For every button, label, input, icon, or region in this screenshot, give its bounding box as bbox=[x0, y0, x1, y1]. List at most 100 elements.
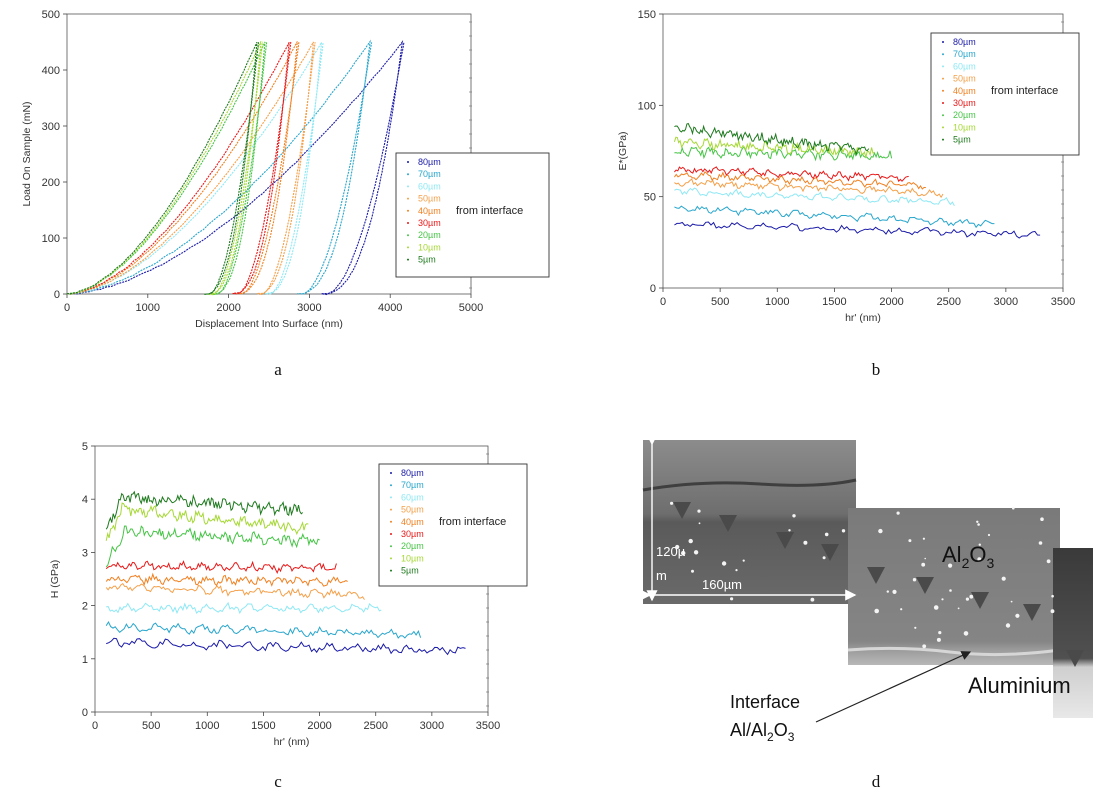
micrograph-middle bbox=[848, 508, 1060, 665]
bright-particle bbox=[1015, 613, 1020, 618]
panel-b-legend-box bbox=[930, 32, 1080, 156]
bright-particle bbox=[681, 550, 686, 556]
panel-b-series-10µm bbox=[673, 136, 875, 159]
panel-a-y-axis-label: Load On Sample (mN) bbox=[21, 101, 33, 206]
panel-a-series-60µm bbox=[66, 42, 324, 295]
panel-b-legend-entry: 60µm bbox=[953, 61, 976, 71]
vertical-scale-label: 120µ bbox=[656, 544, 686, 559]
panel-label-a: a bbox=[274, 360, 282, 379]
panel-c-x-axis-label: hr' (nm) bbox=[274, 736, 310, 748]
panel-c-legend-entry: 60µm bbox=[401, 492, 424, 502]
panel-a-legend-marker bbox=[407, 209, 409, 212]
panel-a-legend-marker bbox=[407, 222, 409, 224]
panel-c-x-tick-label: 500 bbox=[142, 720, 160, 732]
panel-c-legend-marker bbox=[390, 533, 392, 535]
panel-b-legend-marker bbox=[942, 126, 944, 129]
panel-b-series-70µm bbox=[674, 205, 995, 229]
panel-c-x-tick-label: 3500 bbox=[476, 720, 500, 732]
panel-c-legend-entry: 5µm bbox=[401, 566, 419, 576]
panel-c-x-tick-label: 2000 bbox=[307, 720, 331, 732]
bright-particle bbox=[1012, 506, 1015, 510]
bright-particle bbox=[697, 509, 701, 513]
panel-a-y-tick-label: 400 bbox=[42, 65, 60, 77]
panel-c-legend-entry: 10µm bbox=[401, 553, 424, 563]
interface-edge bbox=[847, 646, 1061, 657]
bright-particle bbox=[957, 607, 960, 610]
panel-c-series-10µm bbox=[105, 502, 309, 541]
panel-b-legend-marker bbox=[942, 65, 944, 68]
panel-c-y-tick-label: 2 bbox=[82, 601, 88, 613]
bright-particle bbox=[924, 557, 926, 560]
interface-label: Interface bbox=[730, 692, 800, 712]
panel-a-series-20µm bbox=[66, 41, 268, 296]
panel-a-y-tick-label: 300 bbox=[42, 121, 60, 133]
bright-particle bbox=[691, 569, 694, 573]
panel-c-legend-marker bbox=[390, 472, 392, 474]
bright-particle bbox=[878, 528, 883, 534]
indent-mark bbox=[867, 567, 885, 584]
panel-a-legend-marker bbox=[407, 161, 409, 163]
horizontal-scale-label: 160µm bbox=[702, 577, 742, 592]
panel-b-x-tick-label: 2500 bbox=[936, 296, 960, 308]
panel-a-legend-entry: 10µm bbox=[418, 242, 441, 252]
bright-particle bbox=[933, 605, 939, 610]
bright-particle bbox=[936, 637, 941, 642]
micrograph-top-left bbox=[643, 440, 856, 604]
panel-b-x-tick-label: 0 bbox=[660, 296, 666, 308]
bright-particle bbox=[886, 590, 889, 593]
panel-c-y-tick-label: 0 bbox=[82, 707, 88, 719]
panel-b-y-tick-label: 150 bbox=[638, 9, 656, 21]
panel-c-series-70µm bbox=[105, 620, 422, 639]
indent-mark bbox=[673, 502, 691, 519]
bright-particle bbox=[949, 589, 952, 592]
panel-b-legend-marker bbox=[942, 102, 944, 104]
panel-b-legend-entry: 70µm bbox=[953, 49, 976, 59]
oxide-boundary bbox=[642, 478, 857, 492]
bright-particle bbox=[1050, 609, 1055, 614]
panel-c-legend-entry: 30µm bbox=[401, 529, 424, 539]
panel-a-legend-entry: 70µm bbox=[418, 169, 441, 179]
panel-c-x-tick-label: 2500 bbox=[363, 720, 387, 732]
panel-b-legend-marker bbox=[942, 138, 944, 141]
bright-particle bbox=[742, 559, 745, 562]
panel-a-y-tick-label: 100 bbox=[42, 233, 60, 245]
panel-b-legend-marker bbox=[942, 89, 944, 92]
bright-particle bbox=[1005, 623, 1011, 628]
panel-b-x-tick-label: 500 bbox=[711, 296, 729, 308]
panel-c-series-50µm bbox=[105, 583, 365, 600]
panel-a-legend-from-interface: from interface bbox=[456, 205, 523, 217]
panel-b-chart: 0 500 1000 1500 2000 2500 3000 3500 0 50 100 150 hr'… bbox=[617, 9, 1080, 324]
panel-a-legend-entry: 60µm bbox=[418, 181, 441, 191]
bright-particle bbox=[922, 537, 926, 540]
panel-a-x-tick-label: 2000 bbox=[216, 302, 240, 314]
panel-a-series-5µm bbox=[66, 41, 260, 295]
panel-a-series-50µm bbox=[66, 41, 316, 295]
panel-a-legend-marker bbox=[407, 258, 409, 261]
panel-b-legend-entry: 50µm bbox=[953, 74, 976, 84]
interface-arrow bbox=[815, 651, 972, 723]
panel-label-d: d bbox=[872, 772, 881, 791]
bright-particle bbox=[978, 543, 981, 546]
panel-c-legend-marker bbox=[390, 508, 392, 511]
panel-c-y-axis-label: H (GPa) bbox=[49, 560, 61, 599]
panel-a-chart: 0 1000 2000 3000 4000 5000 0 100 200 300 400 500 Dis… bbox=[21, 9, 550, 330]
phase-label: Al2O3 bbox=[942, 542, 994, 571]
panel-a-legend-box bbox=[395, 152, 550, 278]
panel-a-legend-entry: 40µm bbox=[418, 206, 441, 216]
micrograph-strip bbox=[1053, 548, 1093, 718]
panel-b-legend-marker bbox=[942, 77, 944, 80]
panel-b-series-80µm bbox=[674, 221, 1041, 239]
panel-c-legend-marker bbox=[390, 520, 392, 523]
bright-particle bbox=[735, 569, 738, 572]
panel-c-legend-marker bbox=[390, 496, 392, 499]
aluminium-label: Aluminium bbox=[968, 673, 1071, 698]
bright-particle bbox=[938, 631, 942, 635]
panel-a-legend-entry: 20µm bbox=[418, 230, 441, 240]
vertical-scale-label-unit: m bbox=[656, 568, 667, 583]
panel-c-legend-entry: 80µm bbox=[401, 468, 424, 478]
bright-particle bbox=[841, 529, 846, 533]
bright-particle bbox=[803, 540, 808, 545]
panel-b-y-tick-label: 0 bbox=[650, 283, 656, 295]
panel-c-x-tick-label: 0 bbox=[92, 720, 98, 732]
